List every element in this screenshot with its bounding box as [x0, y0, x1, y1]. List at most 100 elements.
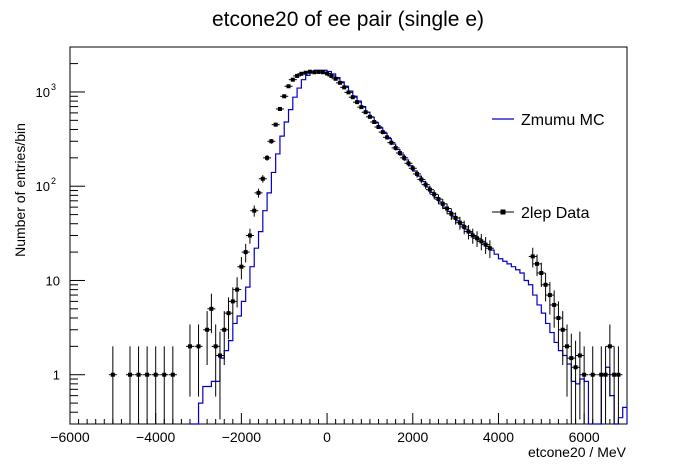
x-tick-label: 6000 [569, 429, 600, 445]
data-point [607, 344, 612, 349]
data-point [445, 206, 450, 211]
data-point [599, 372, 604, 377]
data-point [239, 264, 244, 269]
data-point [269, 139, 274, 144]
data-point [470, 233, 475, 238]
data-point [406, 161, 411, 166]
data-point [367, 114, 372, 119]
data-point [295, 73, 300, 78]
data-point [543, 282, 548, 287]
data-point [136, 372, 141, 377]
data-point [479, 239, 484, 244]
data-point [277, 106, 282, 111]
data-point [187, 344, 192, 349]
x-tick-label: 2000 [397, 429, 428, 445]
data-point [153, 372, 158, 377]
data-point [213, 344, 218, 349]
data-point [462, 224, 467, 229]
data-point [457, 220, 462, 225]
data-point [376, 124, 381, 129]
data-point [235, 287, 240, 292]
data-point [432, 192, 437, 197]
data-point [359, 105, 364, 110]
legend-data-marker [500, 209, 506, 215]
data-point [170, 372, 175, 377]
data-point [282, 94, 287, 99]
data-point [393, 145, 398, 150]
data-point [419, 177, 424, 182]
x-axis: −6000 −4000 −2000 0 2000 4000 6000 [50, 413, 628, 445]
data-point [337, 80, 342, 85]
data-point [286, 84, 291, 89]
data-point [573, 365, 578, 370]
data-point [582, 372, 587, 377]
data-point [402, 155, 407, 160]
x-tick-label: −6000 [50, 429, 90, 445]
y-tick-label-exponent: 2 [51, 176, 56, 186]
y-axis-label: Number of entries/bin [12, 123, 28, 257]
data-point [535, 261, 540, 266]
legend: Zmumu MC 2lep Data [492, 112, 605, 222]
x-tick-label: −2000 [222, 429, 262, 445]
data-point [303, 70, 308, 75]
data-point [547, 293, 552, 298]
data-point [440, 201, 445, 206]
data-point [260, 176, 265, 181]
data-point [312, 70, 317, 75]
legend-mc-label: Zmumu MC [521, 112, 605, 129]
data-point [560, 327, 565, 332]
y-tick-label: 10 [46, 273, 60, 288]
data-point [449, 211, 454, 216]
data-point [380, 130, 385, 135]
data-point [530, 254, 535, 259]
data-point [397, 151, 402, 156]
data-point [415, 171, 420, 176]
data-point [539, 271, 544, 276]
legend-data-label: 2lep Data [521, 205, 590, 222]
data-point [483, 242, 488, 247]
data-point [273, 122, 278, 127]
data-point [110, 372, 115, 377]
data-point [290, 77, 295, 82]
data-point [325, 71, 330, 76]
data-point [209, 306, 214, 311]
chart-title: etcone20 of ee pair (single e) [212, 8, 484, 31]
data-point [320, 70, 325, 75]
data-point [307, 69, 312, 74]
data-point [385, 135, 390, 140]
data-point [256, 190, 261, 195]
data-point [616, 372, 621, 377]
data-point [346, 90, 351, 95]
data-point [350, 95, 355, 100]
data-point [436, 197, 441, 202]
data-point [127, 372, 132, 377]
data-point [475, 236, 480, 241]
data-point [556, 315, 561, 320]
x-tick-label: 4000 [483, 429, 514, 445]
data-point [145, 372, 150, 377]
data-point [552, 302, 557, 307]
data-point [205, 327, 210, 332]
data-point [453, 216, 458, 221]
x-axis-label: etcone20 / MeV [528, 444, 627, 460]
data-point [299, 71, 304, 76]
data-point [372, 120, 377, 125]
data-point [363, 110, 368, 115]
y-tick-label: 10 [36, 85, 50, 100]
data-point [243, 250, 248, 255]
data-point [423, 182, 428, 187]
data-point [226, 311, 231, 316]
data-point [342, 85, 347, 90]
data-point [466, 229, 471, 234]
x-tick-label: 0 [323, 429, 331, 445]
data-point [329, 73, 334, 78]
data-point [230, 299, 235, 304]
data-point [410, 166, 415, 171]
data-point [590, 372, 595, 377]
y-tick-label-exponent: 3 [51, 82, 56, 92]
data-point [427, 187, 432, 192]
data-point [196, 344, 201, 349]
data-point [603, 372, 608, 377]
